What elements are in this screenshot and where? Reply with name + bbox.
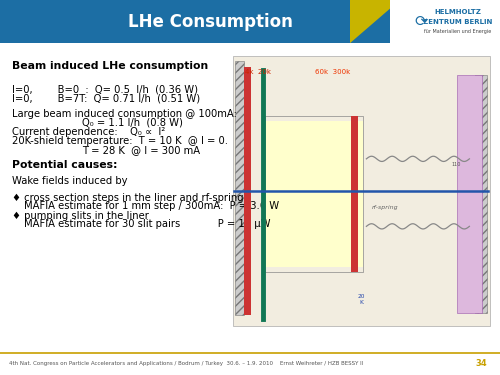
Bar xyxy=(456,75,482,313)
Text: ♦ cross section steps in the liner and rf-spring: ♦ cross section steps in the liner and r… xyxy=(12,193,244,203)
Text: rf-spring: rf-spring xyxy=(372,205,398,210)
Text: 4k  20k: 4k 20k xyxy=(245,69,271,75)
Bar xyxy=(235,61,244,315)
Text: 20
K: 20 K xyxy=(358,294,365,304)
Text: 4th Nat. Congress on Particle Accelerators and Applications / Bodrum / Turkey  3: 4th Nat. Congress on Particle Accelerato… xyxy=(9,361,364,366)
Bar xyxy=(232,56,490,326)
Bar xyxy=(390,0,500,43)
Text: LHe Consumption: LHe Consumption xyxy=(128,13,292,31)
Bar xyxy=(474,75,488,313)
Text: Current dependence:    Q₀ ∝  I²: Current dependence: Q₀ ∝ I² xyxy=(12,127,166,137)
Text: Q₀ = 1.1 l/h  (0.8 W): Q₀ = 1.1 l/h (0.8 W) xyxy=(82,118,184,128)
Text: Potential causes:: Potential causes: xyxy=(12,160,118,170)
Text: Wake fields induced by: Wake fields induced by xyxy=(12,176,128,186)
Text: I=0,        B=0  :  Q= 0.5  l/h  (0.36 W): I=0, B=0 : Q= 0.5 l/h (0.36 W) xyxy=(12,84,198,94)
Text: I=0,        B=7T:  Q= 0.71 l/h  (0.51 W): I=0, B=7T: Q= 0.71 l/h (0.51 W) xyxy=(12,93,200,103)
Bar xyxy=(351,116,358,272)
Text: T = 28 K  @ I = 300 mA: T = 28 K @ I = 300 mA xyxy=(82,145,200,155)
Text: HELMHOLTZ: HELMHOLTZ xyxy=(434,9,481,15)
Polygon shape xyxy=(350,0,400,43)
Text: ZENTRUM BERLIN: ZENTRUM BERLIN xyxy=(423,20,492,26)
Text: MAFIA estimate for 1 mm step / 300mA:  P = 3.6 W: MAFIA estimate for 1 mm step / 300mA: P … xyxy=(24,201,279,211)
Text: 110: 110 xyxy=(452,162,461,167)
Text: Large beam induced consumption @ 100mA:: Large beam induced consumption @ 100mA: xyxy=(12,110,237,119)
Text: für Materialien und Energie: für Materialien und Energie xyxy=(424,28,491,33)
Bar xyxy=(265,116,363,272)
Bar xyxy=(265,121,363,267)
Text: 60k  300k: 60k 300k xyxy=(315,69,350,75)
Text: 20K-shield temperature:  T = 10 K  @ I = 0.: 20K-shield temperature: T = 10 K @ I = 0… xyxy=(12,136,228,146)
Text: ⟳: ⟳ xyxy=(414,14,428,29)
Text: 34: 34 xyxy=(476,359,488,368)
Text: MAFIA estimate for 30 slit pairs            P = 12 μW: MAFIA estimate for 30 slit pairs P = 12 … xyxy=(24,219,270,229)
Bar xyxy=(0,0,500,43)
Bar xyxy=(244,67,251,315)
Text: ♦ pumping slits in the liner: ♦ pumping slits in the liner xyxy=(12,211,149,220)
Text: Beam induced LHe consumption: Beam induced LHe consumption xyxy=(12,61,209,70)
